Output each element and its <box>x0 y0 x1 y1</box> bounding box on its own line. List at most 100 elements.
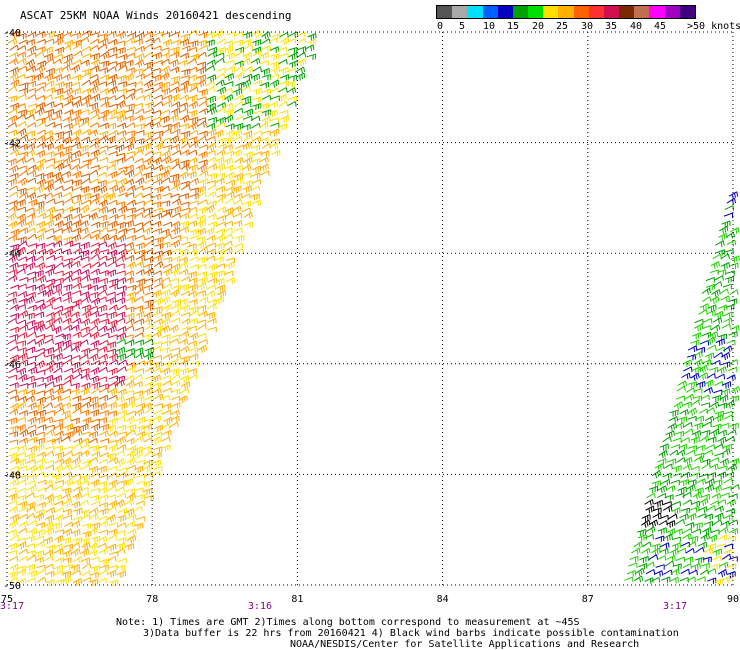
wind-barb <box>16 569 26 576</box>
wind-barb <box>160 81 170 89</box>
wind-barb <box>666 458 677 465</box>
wind-barb <box>187 220 198 227</box>
wind-barb <box>151 193 161 201</box>
wind-barb <box>206 311 216 319</box>
wind-barb <box>188 157 198 164</box>
wind-barb <box>729 289 739 296</box>
wind-barb <box>89 325 99 332</box>
wind-barb <box>99 145 109 151</box>
note-line-2: 3)Data buffer is 22 hrs from 20160421 4)… <box>143 628 679 639</box>
wind-barb <box>161 312 171 320</box>
wind-barb <box>18 39 28 45</box>
wind-barb <box>8 205 18 213</box>
wind-barb <box>179 193 189 200</box>
wind-barb <box>704 484 715 493</box>
wind-barb <box>717 333 727 341</box>
wind-barb <box>135 164 146 172</box>
wind-barb <box>242 172 252 179</box>
wind-barb <box>8 191 19 198</box>
wind-barb <box>153 94 163 101</box>
wind-barb <box>215 177 225 185</box>
wind-barb <box>19 277 29 283</box>
wind-barb <box>107 570 117 578</box>
wind-barb <box>205 227 215 236</box>
wind-barb <box>701 462 712 470</box>
wind-barb <box>197 120 207 128</box>
wind-barb <box>162 353 173 361</box>
wind-barb <box>126 291 136 300</box>
wind-barb <box>61 410 71 418</box>
wind-barb <box>108 457 119 464</box>
wind-barb <box>63 87 74 96</box>
wind-barb <box>108 220 118 229</box>
wind-barb <box>261 142 272 149</box>
wind-barb <box>170 368 180 376</box>
wind-barb <box>187 46 197 53</box>
wind-barb <box>8 200 18 207</box>
wind-barb <box>73 50 83 57</box>
wind-barb <box>179 375 190 383</box>
wind-barb <box>98 458 109 465</box>
wind-barb <box>152 220 162 228</box>
wind-barb <box>648 486 659 494</box>
wind-barb <box>162 192 172 199</box>
wind-barb <box>180 80 190 89</box>
wind-barb <box>712 548 722 556</box>
wind-barb <box>169 114 179 123</box>
wind-barb <box>690 372 700 381</box>
wind-barb <box>181 33 191 41</box>
wind-barb <box>116 122 127 130</box>
wind-barb <box>98 346 108 353</box>
wind-barb <box>9 446 19 452</box>
wind-barb <box>151 68 161 74</box>
wind-barb <box>171 248 181 254</box>
wind-barb <box>259 137 269 144</box>
wind-barb <box>44 219 55 228</box>
wind-barb <box>9 345 19 352</box>
wind-barb <box>71 32 81 39</box>
wind-barb <box>89 197 100 205</box>
wind-barb <box>53 240 63 248</box>
wind-barb <box>135 32 145 41</box>
wind-barb <box>662 436 672 443</box>
wind-barb <box>35 334 45 340</box>
wind-barb <box>106 164 116 170</box>
wind-barb <box>152 156 162 166</box>
scale-swatch <box>573 6 589 18</box>
wind-barb <box>90 317 101 327</box>
wind-barb <box>34 556 44 564</box>
wind-barb <box>117 409 127 417</box>
wind-barb <box>690 399 701 406</box>
wind-barb <box>53 485 63 492</box>
wind-barb <box>72 170 82 179</box>
wind-barb <box>133 87 143 94</box>
wind-barb <box>135 425 145 433</box>
wind-barb <box>664 560 675 567</box>
wind-barb <box>98 569 109 576</box>
wind-barb <box>70 382 80 390</box>
wind-barb <box>197 344 208 353</box>
wind-barb <box>7 417 17 425</box>
wind-barb <box>89 375 99 384</box>
wind-barb <box>62 145 72 153</box>
scale-label: 10 <box>482 21 496 32</box>
wind-barb <box>8 367 18 373</box>
wind-barb <box>179 212 190 220</box>
scale-swatch <box>437 6 453 18</box>
wind-barb <box>90 149 100 158</box>
wind-barb <box>144 494 154 502</box>
wind-barb <box>161 87 171 96</box>
wind-barb <box>169 173 180 181</box>
wind-barb <box>99 221 109 229</box>
wind-barb <box>135 254 146 262</box>
wind-barb <box>52 171 62 180</box>
wind-barb <box>115 450 125 456</box>
wind-barb <box>225 261 235 270</box>
wind-barb <box>43 53 54 61</box>
wind-barb <box>98 325 108 333</box>
wind-barb <box>160 52 170 60</box>
wind-barb <box>126 429 136 436</box>
wind-barb <box>108 334 118 340</box>
wind-barb <box>151 151 161 157</box>
wind-barb <box>116 243 126 249</box>
